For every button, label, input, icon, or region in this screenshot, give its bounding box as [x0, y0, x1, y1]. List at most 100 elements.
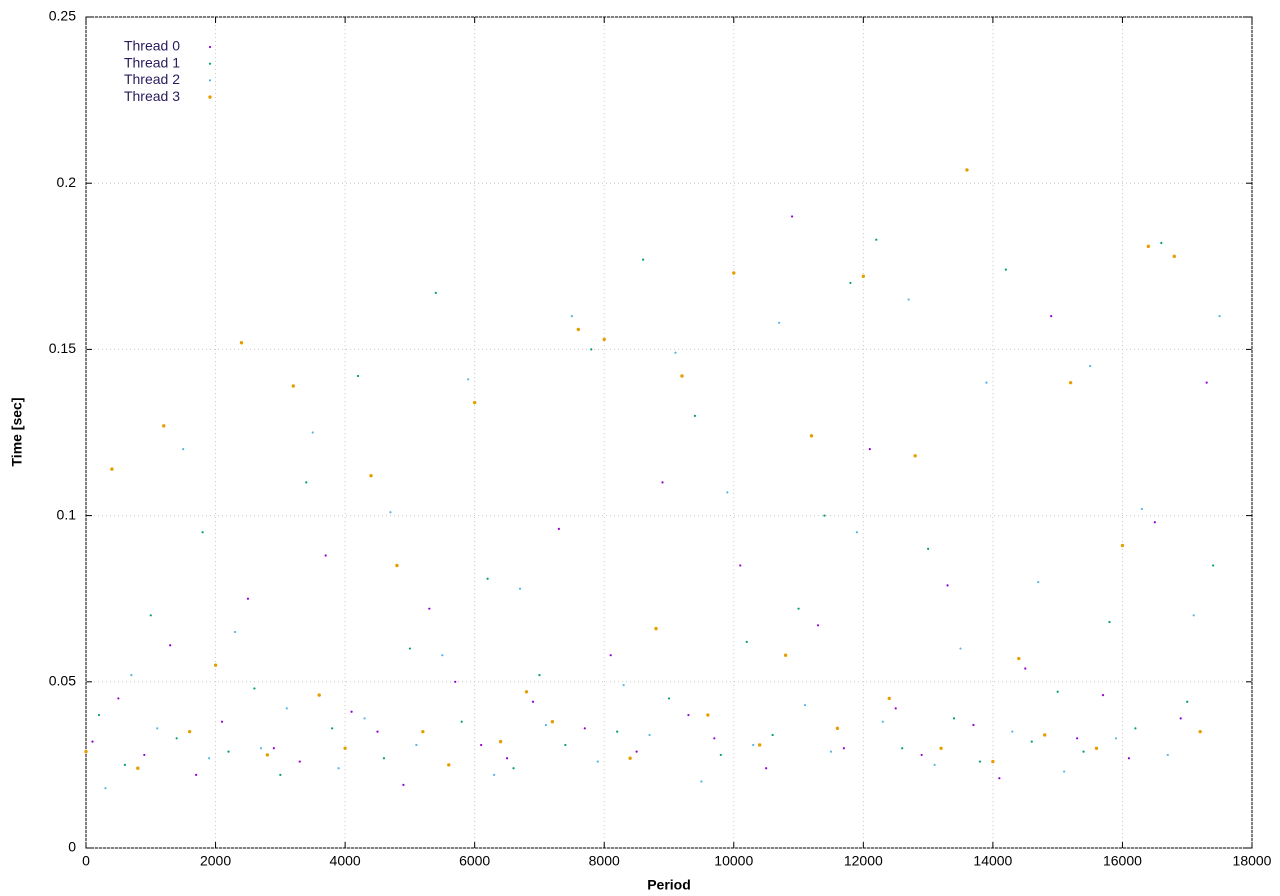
- point: [797, 607, 800, 610]
- point: [1160, 241, 1163, 245]
- x-tick-label: 14000: [973, 853, 1012, 869]
- x-tick-label: 10000: [714, 853, 753, 869]
- point: [913, 454, 917, 458]
- point: [1011, 730, 1014, 733]
- x-tick-label: 16000: [1103, 853, 1142, 869]
- point: [952, 717, 956, 720]
- point: [363, 717, 366, 720]
- point: [149, 614, 152, 617]
- point: [1114, 737, 1118, 740]
- legend-marker: [208, 79, 212, 82]
- point: [1179, 717, 1182, 720]
- point: [641, 258, 645, 261]
- point: [732, 271, 736, 275]
- point: [91, 740, 94, 743]
- x-tick-label: 4000: [330, 853, 361, 869]
- point: [1050, 315, 1053, 318]
- x-tick-label: 18000: [1233, 853, 1272, 869]
- point: [868, 448, 871, 451]
- point: [719, 753, 722, 757]
- point: [823, 514, 826, 517]
- point: [855, 531, 858, 534]
- point: [331, 727, 334, 730]
- point: [861, 274, 866, 278]
- point: [1017, 656, 1021, 661]
- point: [1037, 580, 1040, 584]
- point: [136, 766, 140, 770]
- point: [713, 737, 716, 740]
- point: [570, 315, 573, 318]
- point: [213, 663, 218, 667]
- point: [1004, 268, 1007, 271]
- point: [920, 753, 923, 757]
- point: [395, 563, 399, 568]
- point: [1166, 753, 1169, 757]
- point: [739, 564, 742, 567]
- point: [965, 168, 969, 172]
- point: [726, 491, 729, 494]
- legend-marker: [208, 62, 212, 65]
- point: [123, 763, 126, 767]
- point: [1076, 737, 1079, 740]
- legend-label: Thread 0: [124, 38, 180, 54]
- point: [175, 737, 178, 740]
- point: [498, 739, 503, 744]
- point: [752, 743, 755, 747]
- point: [654, 626, 658, 631]
- point: [1082, 750, 1085, 753]
- plot-frame: [85, 16, 1253, 849]
- point: [991, 759, 995, 764]
- x-tick-label: 0: [82, 853, 90, 869]
- point: [667, 697, 671, 700]
- point: [590, 348, 593, 351]
- point: [369, 474, 373, 478]
- point: [187, 729, 192, 734]
- point: [233, 630, 237, 634]
- point: [907, 298, 910, 301]
- point: [1024, 667, 1027, 670]
- point: [434, 291, 437, 294]
- point: [441, 654, 444, 657]
- point: [104, 787, 107, 790]
- point: [467, 378, 470, 381]
- point: [97, 713, 101, 717]
- point: [460, 720, 463, 723]
- point: [998, 777, 1001, 780]
- y-tick-label: 0.2: [57, 174, 77, 190]
- point: [1140, 507, 1143, 511]
- point: [875, 238, 878, 241]
- point: [169, 644, 172, 647]
- point: [557, 527, 560, 530]
- point: [524, 690, 529, 694]
- point: [778, 321, 781, 324]
- point: [493, 773, 496, 776]
- point: [978, 760, 982, 763]
- point: [311, 431, 314, 434]
- point: [1101, 693, 1105, 697]
- point: [259, 747, 262, 750]
- point: [757, 743, 762, 747]
- point: [402, 783, 405, 786]
- y-tick-label: 0.05: [49, 673, 76, 689]
- point: [531, 700, 535, 703]
- point: [1218, 315, 1221, 318]
- point: [291, 384, 295, 388]
- point: [985, 381, 988, 384]
- point: [829, 750, 833, 753]
- point: [849, 281, 852, 285]
- point: [783, 653, 788, 657]
- y-tick-label: 0.25: [49, 8, 76, 24]
- point: [182, 448, 185, 451]
- point: [472, 400, 477, 405]
- point: [835, 726, 840, 731]
- point: [130, 674, 133, 677]
- point: [765, 767, 768, 770]
- point: [1043, 733, 1047, 737]
- point: [939, 746, 943, 750]
- point: [616, 730, 619, 733]
- point: [421, 729, 425, 734]
- point: [518, 587, 522, 590]
- point: [596, 760, 599, 763]
- point: [376, 730, 379, 733]
